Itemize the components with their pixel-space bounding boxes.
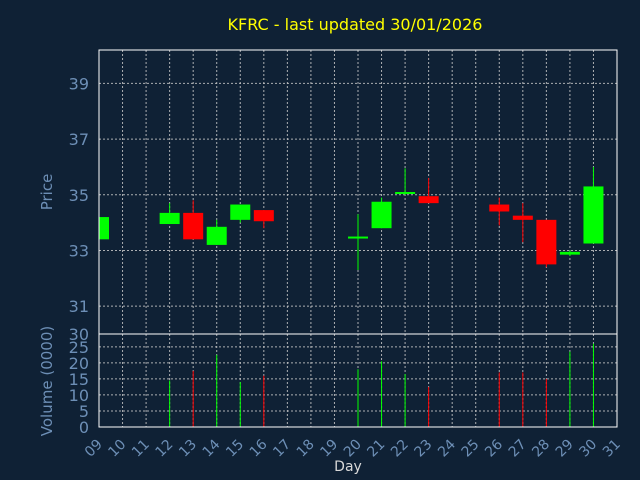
candle-down (512, 203, 533, 243)
price-tick-label: 33 (69, 241, 89, 260)
x-tick-label: 14 (200, 436, 224, 460)
x-tick-label: 24 (435, 436, 459, 460)
candle-body (99, 217, 109, 240)
candle-down (183, 200, 204, 240)
x-tick-label: 26 (482, 436, 506, 460)
price-tick-label: 39 (69, 74, 89, 93)
candle-body (206, 226, 227, 245)
candle-body (559, 251, 580, 255)
price-axis-label: Price (38, 174, 56, 211)
x-tick-label: 10 (105, 437, 129, 461)
candle-up (230, 204, 251, 223)
price-tick-label: 35 (69, 186, 89, 205)
x-tick-label: 16 (247, 436, 271, 460)
volume-tick-label: 5 (79, 402, 89, 421)
price-tick-label: 30 (69, 325, 89, 344)
x-axis-label: Day (334, 459, 362, 475)
x-tick-label: 09 (82, 437, 106, 461)
candle-body (418, 196, 439, 204)
candle-up (583, 166, 604, 244)
x-tick-label: 20 (341, 437, 365, 461)
x-tick-label: 30 (576, 437, 600, 461)
price-tick-label: 31 (69, 297, 89, 316)
candle-down (489, 197, 510, 226)
price-tick-labels: 30 31 33 35 37 39 (69, 74, 89, 344)
volume-axis-label: Volume (0000) (38, 326, 56, 436)
candle-up (159, 203, 180, 225)
x-tick-label: 27 (506, 437, 530, 461)
candle-body (348, 236, 368, 239)
x-tick-label: 11 (129, 437, 153, 461)
candle-down (253, 210, 274, 229)
x-tick-label: 25 (459, 437, 483, 461)
x-tick-label: 18 (294, 437, 318, 461)
candle-down (418, 178, 439, 204)
candle-up (348, 214, 368, 270)
volume-bars (169, 343, 594, 427)
x-tick-label: 28 (529, 437, 553, 461)
candle-body (183, 212, 204, 240)
candle-body (371, 201, 392, 229)
candle-up (559, 250, 580, 257)
candle-up (206, 219, 227, 245)
candle-body (253, 210, 274, 222)
candle-body (489, 204, 510, 212)
price-grid (98, 50, 618, 334)
candle-body (230, 204, 251, 220)
x-tick-label: 23 (412, 437, 436, 461)
candle-body (536, 219, 557, 265)
candle-up (98, 217, 109, 240)
candle-body (512, 215, 533, 220)
x-tick-label: 31 (600, 437, 624, 461)
volume-tick-label: 0 (79, 418, 89, 437)
candle-up (395, 168, 416, 195)
chart-title: KFRC - last updated 30/01/2026 (228, 15, 483, 34)
volume-tick-label: 20 (69, 354, 89, 373)
volume-panel-frame (98, 333, 618, 428)
volume-tick-label: 10 (69, 386, 89, 405)
x-tick-label: 22 (388, 437, 412, 461)
x-tick-label: 15 (223, 437, 247, 461)
x-tick-label: 21 (364, 437, 388, 461)
x-tick-label: 19 (317, 437, 341, 461)
volume-tick-label: 15 (69, 370, 89, 389)
x-tick-labels: 09 10 11 12 13 14 15 16 17 18 19 20 21 22 23 24 25 26 27 28… (82, 436, 624, 460)
x-tick-label: 29 (553, 437, 577, 461)
price-tick-label: 37 (69, 130, 89, 149)
volume-tick-label: 25 (69, 338, 89, 357)
candle-body (159, 212, 180, 225)
candle-body (395, 192, 416, 194)
x-tick-label: 17 (270, 437, 294, 461)
candle-down (536, 219, 557, 268)
candle-body (583, 186, 604, 244)
x-tick-label: 13 (176, 437, 200, 461)
candles (98, 166, 604, 270)
x-tick-label: 12 (153, 437, 177, 461)
candle-up (371, 197, 392, 229)
